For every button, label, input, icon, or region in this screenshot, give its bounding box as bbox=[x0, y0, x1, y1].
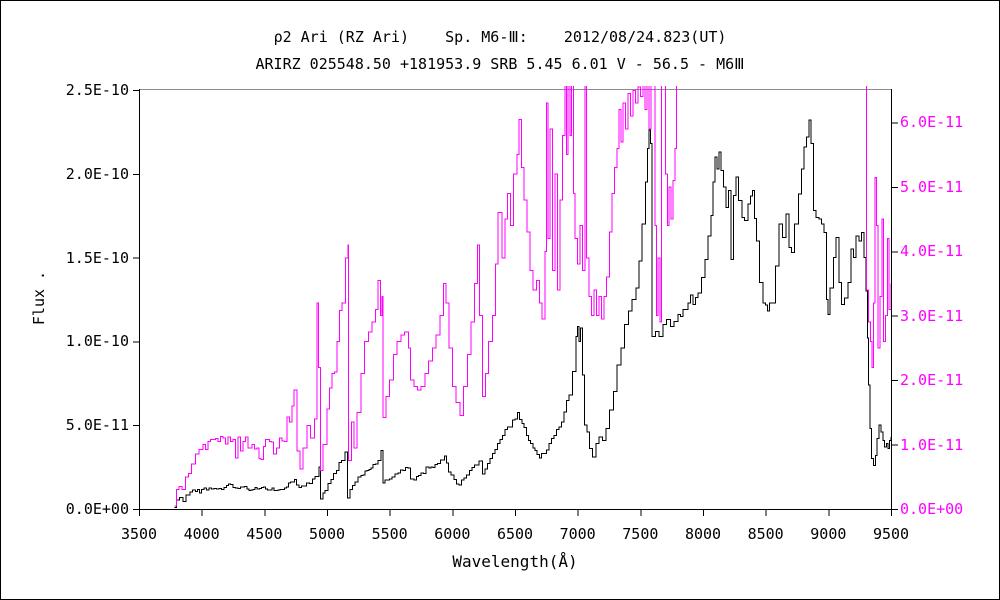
x-tick-label: 7000 bbox=[559, 525, 596, 543]
left-tick-label: 0.0E+00 bbox=[65, 500, 129, 518]
x-tick-label: 8500 bbox=[747, 525, 784, 543]
left-tick-label: 2.0E-10 bbox=[65, 164, 129, 183]
x-tick-label: 4500 bbox=[246, 525, 283, 543]
x-tick-label: 6000 bbox=[434, 525, 471, 543]
right-tick-label: 6.0E-11 bbox=[900, 113, 964, 132]
x-tick-label: 5000 bbox=[308, 525, 346, 543]
x-tick-label: 6500 bbox=[496, 525, 534, 543]
x-tick-label: 3500 bbox=[120, 525, 158, 543]
chart-title: ρ2 Ari (RZ Ari) Sp. M6-Ⅲ: 2012/08/24.823… bbox=[273, 28, 727, 46]
right-tick-label: 4.0E-11 bbox=[900, 242, 964, 261]
right-tick-label: 1.0E-11 bbox=[900, 435, 964, 454]
left-tick-label: 5.0E-11 bbox=[65, 416, 129, 435]
x-tick-label: 9000 bbox=[810, 525, 847, 543]
left-tick-label: 1.5E-10 bbox=[65, 248, 129, 267]
x-tick-label: 5500 bbox=[371, 525, 408, 543]
x-tick-label: 9500 bbox=[872, 525, 910, 543]
right-tick-label: 5.0E-11 bbox=[900, 177, 964, 196]
left-tick-label: 2.5E-10 bbox=[65, 81, 129, 99]
left-tick-label: 1.0E-10 bbox=[65, 332, 129, 351]
right-tick-label: 0.0E+00 bbox=[900, 500, 964, 518]
x-tick-label: 4000 bbox=[183, 525, 220, 543]
x-axis-label: Wavelength(Å) bbox=[452, 552, 578, 571]
x-tick-label: 8000 bbox=[684, 525, 722, 543]
right-tick-label: 3.0E-11 bbox=[900, 306, 964, 325]
x-tick-label: 7500 bbox=[622, 525, 659, 543]
right-tick-label: 2.0E-11 bbox=[900, 371, 964, 390]
reference-spectrum-magenta bbox=[174, 86, 891, 507]
chart-subtitle: ARIRZ 025548.50 +181953.9 SRB 5.45 6.01 … bbox=[255, 55, 745, 73]
target-spectrum-black bbox=[174, 119, 891, 508]
